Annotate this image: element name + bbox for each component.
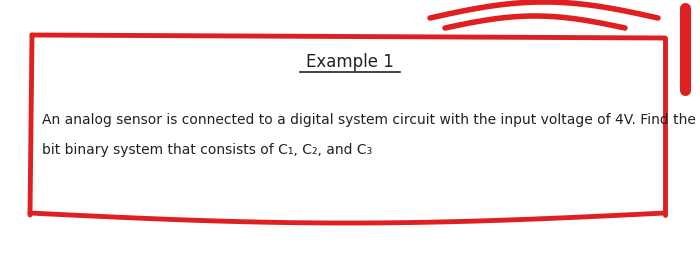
Text: An analog sensor is connected to a digital system circuit with the input voltage: An analog sensor is connected to a digit… [42,113,700,127]
Polygon shape [30,35,665,220]
Text: Example 1: Example 1 [306,53,394,71]
Text: bit binary system that consists of C₁, C₂, and C₃: bit binary system that consists of C₁, C… [42,143,372,157]
